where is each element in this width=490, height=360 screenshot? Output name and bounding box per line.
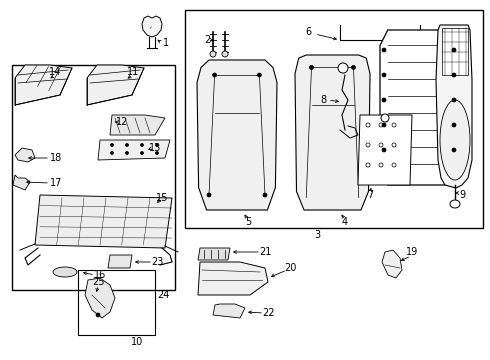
- Ellipse shape: [382, 148, 386, 152]
- Text: 17: 17: [50, 178, 62, 188]
- Polygon shape: [213, 304, 245, 318]
- Ellipse shape: [125, 152, 128, 154]
- Text: 9: 9: [459, 190, 465, 200]
- Text: 8: 8: [320, 95, 326, 105]
- Text: 10: 10: [131, 337, 143, 347]
- Text: 25: 25: [92, 277, 104, 287]
- Ellipse shape: [382, 123, 386, 127]
- Bar: [185, 10, 483, 228]
- Ellipse shape: [338, 63, 348, 73]
- Polygon shape: [198, 248, 230, 260]
- Polygon shape: [198, 262, 268, 295]
- Ellipse shape: [222, 51, 228, 57]
- Ellipse shape: [450, 200, 460, 208]
- Text: 14: 14: [49, 67, 61, 77]
- Text: 1: 1: [163, 38, 169, 48]
- Polygon shape: [35, 195, 172, 248]
- Text: 23: 23: [151, 257, 163, 267]
- Text: 24: 24: [157, 290, 169, 300]
- Ellipse shape: [155, 152, 158, 154]
- Polygon shape: [442, 28, 468, 75]
- Polygon shape: [85, 278, 115, 318]
- Polygon shape: [197, 60, 277, 210]
- Polygon shape: [108, 255, 132, 268]
- Text: 21: 21: [259, 247, 271, 257]
- Ellipse shape: [452, 148, 456, 152]
- Polygon shape: [142, 16, 162, 37]
- Ellipse shape: [125, 144, 128, 147]
- Text: 7: 7: [367, 190, 373, 200]
- Text: 11: 11: [127, 67, 139, 77]
- Ellipse shape: [111, 144, 114, 147]
- Polygon shape: [380, 30, 458, 185]
- Ellipse shape: [207, 193, 211, 197]
- Ellipse shape: [351, 66, 356, 69]
- Text: 4: 4: [342, 217, 348, 227]
- Ellipse shape: [382, 73, 386, 77]
- Ellipse shape: [310, 66, 314, 69]
- Ellipse shape: [440, 100, 470, 180]
- Ellipse shape: [452, 48, 456, 52]
- Text: 15: 15: [156, 193, 168, 203]
- Bar: [12, 65, 175, 290]
- Text: 20: 20: [284, 263, 296, 273]
- Text: 12: 12: [116, 117, 128, 127]
- Ellipse shape: [213, 73, 217, 77]
- Polygon shape: [87, 65, 144, 105]
- Polygon shape: [15, 148, 35, 162]
- Ellipse shape: [111, 152, 114, 154]
- Text: 2: 2: [204, 35, 210, 45]
- Polygon shape: [295, 55, 370, 210]
- Text: 5: 5: [245, 217, 251, 227]
- Ellipse shape: [257, 73, 261, 77]
- Ellipse shape: [53, 267, 77, 277]
- Text: 6: 6: [305, 27, 311, 37]
- Ellipse shape: [210, 51, 216, 57]
- Ellipse shape: [155, 144, 158, 147]
- Ellipse shape: [382, 98, 386, 102]
- Ellipse shape: [381, 114, 389, 122]
- Ellipse shape: [141, 144, 144, 147]
- Text: 19: 19: [406, 247, 418, 257]
- Bar: [78, 270, 155, 335]
- Polygon shape: [382, 250, 402, 278]
- Polygon shape: [436, 25, 472, 188]
- Text: 16: 16: [94, 270, 106, 280]
- Text: 18: 18: [50, 153, 62, 163]
- Text: 3: 3: [314, 230, 320, 240]
- Polygon shape: [98, 140, 170, 160]
- Polygon shape: [110, 115, 165, 135]
- Ellipse shape: [452, 73, 456, 77]
- Text: 13: 13: [149, 143, 161, 153]
- Ellipse shape: [96, 313, 100, 317]
- Polygon shape: [358, 115, 412, 185]
- Ellipse shape: [452, 98, 456, 102]
- Ellipse shape: [141, 152, 144, 154]
- Ellipse shape: [382, 48, 386, 52]
- Text: 22: 22: [262, 308, 274, 318]
- Ellipse shape: [263, 193, 267, 197]
- Ellipse shape: [452, 123, 456, 127]
- Polygon shape: [15, 65, 72, 105]
- Polygon shape: [13, 175, 30, 190]
